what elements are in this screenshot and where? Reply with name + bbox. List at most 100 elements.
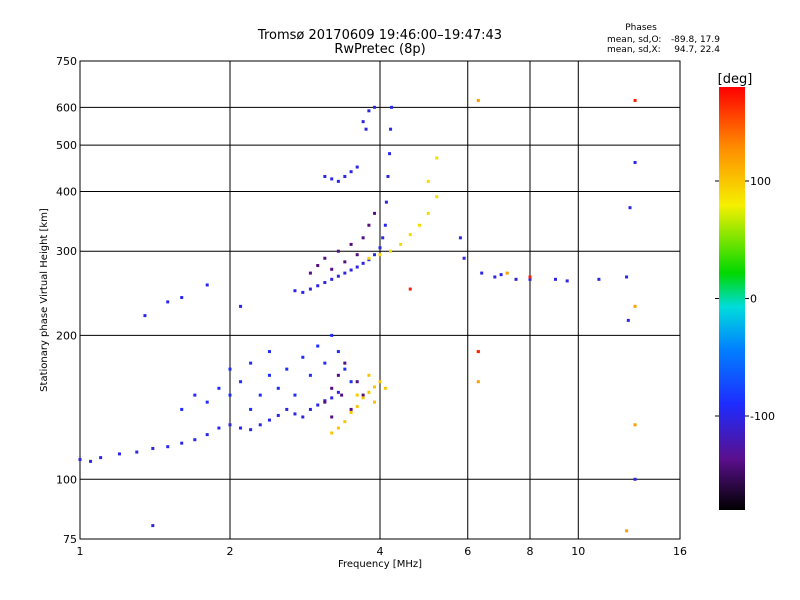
echo-point xyxy=(633,477,637,481)
x-tick-label: 6 xyxy=(464,545,471,558)
echo-point xyxy=(258,423,262,427)
echo-point xyxy=(336,426,340,430)
echo-point xyxy=(308,287,312,291)
echo-point xyxy=(343,271,347,275)
echo-point xyxy=(625,529,629,533)
echo-point xyxy=(389,127,393,131)
stats-x-label: mean, sd,X: xyxy=(607,45,661,55)
x-axis-ticks: 1 2 4 6 8 10 16 xyxy=(77,545,688,558)
echo-point xyxy=(383,223,387,227)
echo-point xyxy=(330,415,334,419)
echo-point xyxy=(381,236,385,240)
echo-point xyxy=(493,275,497,279)
echo-point xyxy=(364,127,368,131)
echo-point xyxy=(476,350,480,354)
echo-point xyxy=(367,373,371,377)
echo-point xyxy=(462,256,466,260)
echo-point xyxy=(330,431,334,435)
echo-point xyxy=(217,386,221,390)
echo-point xyxy=(267,350,271,354)
echo-point xyxy=(323,174,327,178)
grid-lines xyxy=(79,60,681,539)
echo-point xyxy=(514,277,518,281)
chart-title: Tromsø 20170609 19:46:00–19:47:43 xyxy=(257,28,502,43)
echo-point xyxy=(330,177,334,181)
echo-point xyxy=(476,380,480,384)
echo-point xyxy=(373,105,377,109)
y-tick-label: 750 xyxy=(56,55,77,68)
y-tick-label: 400 xyxy=(56,185,77,198)
plot-frame xyxy=(79,60,681,540)
stats-o-label: mean, sd,O: xyxy=(607,35,661,45)
echo-point xyxy=(117,452,121,456)
echo-point xyxy=(301,355,305,359)
chart-subtitle: RwPretec (8p) xyxy=(334,42,425,57)
echo-point xyxy=(330,333,334,337)
echo-point xyxy=(316,264,320,268)
echo-point xyxy=(343,367,347,371)
echo-point xyxy=(249,428,253,432)
echo-point xyxy=(625,275,629,279)
echo-point xyxy=(249,361,253,365)
echo-point xyxy=(336,249,340,253)
echo-point xyxy=(308,271,312,275)
echo-point xyxy=(249,407,253,411)
colorbar-label: [deg] xyxy=(718,72,753,87)
colorbar-tick-label: 0 xyxy=(750,293,757,306)
x-axis-label: Frequency [MHz] xyxy=(338,559,422,570)
echo-point xyxy=(417,223,421,227)
echo-point xyxy=(367,256,371,260)
echo-point xyxy=(367,109,371,113)
data-points xyxy=(78,99,637,533)
echo-point xyxy=(355,404,359,408)
y-tick-label: 75 xyxy=(63,533,77,546)
echo-point xyxy=(166,300,170,304)
echo-point xyxy=(228,423,232,427)
echo-point xyxy=(301,290,305,294)
colorbar-ticks: 100 0 -100 xyxy=(715,175,775,423)
echo-point xyxy=(323,400,327,404)
echo-point xyxy=(408,287,412,291)
echo-point xyxy=(499,273,503,277)
echo-point xyxy=(505,271,509,275)
y-axis-ticks: 75 100 200 300 400 500 600 750 xyxy=(56,55,77,546)
echo-point xyxy=(628,206,632,210)
colorbar-tick-label: 100 xyxy=(750,175,771,188)
echo-point xyxy=(435,195,439,199)
echo-point xyxy=(343,174,347,178)
echo-point xyxy=(151,446,155,450)
echo-point xyxy=(633,304,637,308)
echo-point xyxy=(239,380,243,384)
echo-point xyxy=(408,233,412,237)
echo-point xyxy=(349,380,353,384)
echo-point xyxy=(205,400,209,404)
y-tick-label: 200 xyxy=(56,329,77,342)
echo-point xyxy=(373,211,377,215)
echo-point xyxy=(276,413,280,417)
echo-point xyxy=(239,426,243,430)
echo-point xyxy=(316,403,320,407)
echo-point xyxy=(316,344,320,348)
echo-point xyxy=(378,246,382,250)
echo-point xyxy=(343,420,347,424)
echo-point xyxy=(355,265,359,269)
echo-point xyxy=(378,253,382,257)
echo-point xyxy=(180,441,184,445)
echo-point xyxy=(293,412,297,416)
echo-point xyxy=(323,361,327,365)
echo-point xyxy=(426,211,430,215)
echo-point xyxy=(458,236,462,240)
echo-point xyxy=(389,249,393,253)
echo-point xyxy=(480,271,484,275)
echo-point xyxy=(367,223,371,227)
echo-point xyxy=(228,367,232,371)
echo-point xyxy=(390,105,394,109)
echo-point xyxy=(361,396,365,400)
echo-point xyxy=(330,267,334,271)
echo-point xyxy=(89,459,93,463)
echo-point xyxy=(343,260,347,264)
stats-o-values: -89.8, 17.9 xyxy=(671,35,720,45)
y-tick-label: 300 xyxy=(56,245,77,258)
x-tick-label: 16 xyxy=(673,545,687,558)
echo-point xyxy=(180,407,184,411)
